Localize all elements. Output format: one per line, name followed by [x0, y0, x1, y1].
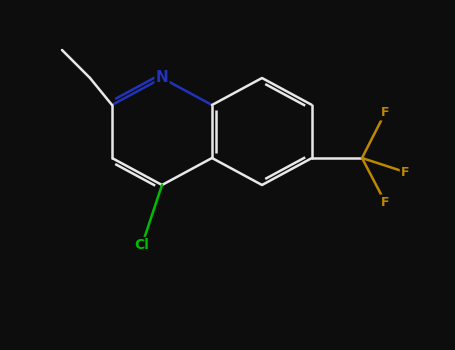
Text: N: N — [156, 70, 168, 85]
Text: F: F — [381, 106, 389, 119]
Text: F: F — [381, 196, 389, 209]
Text: Cl: Cl — [135, 238, 149, 252]
Text: F: F — [401, 166, 409, 178]
